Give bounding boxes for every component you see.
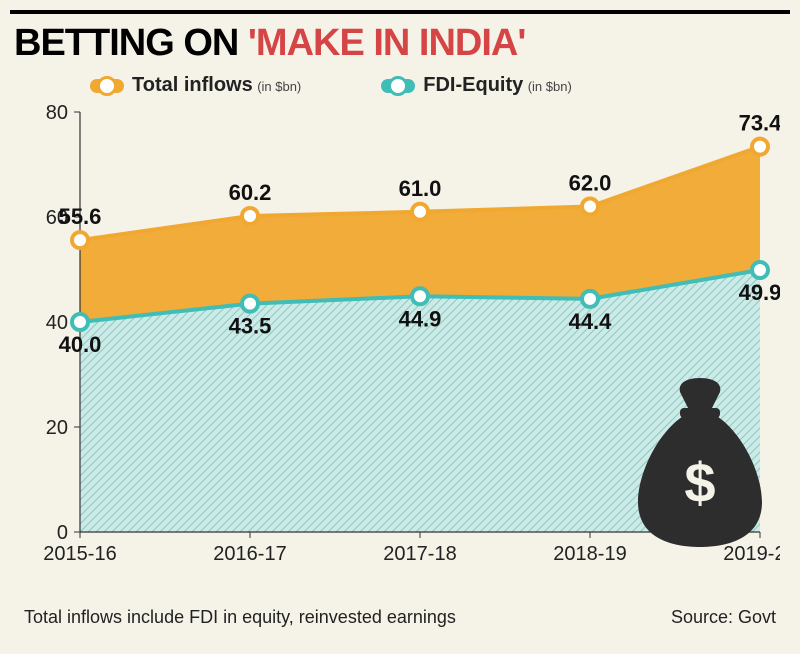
footnote: Total inflows include FDI in equity, rei… — [24, 607, 456, 628]
legend-marker-fdi — [381, 79, 415, 93]
svg-text:55.6: 55.6 — [59, 204, 102, 229]
svg-text:49.9: 49.9 — [739, 280, 780, 305]
svg-text:2016-17: 2016-17 — [213, 543, 286, 565]
legend-marker-total — [90, 79, 124, 93]
legend-item-fdi: FDI-Equity (in $bn) — [381, 74, 572, 97]
legend-sub: (in $bn) — [257, 79, 301, 94]
legend-text-total: Total inflows (in $bn) — [132, 74, 301, 97]
svg-text:2019-20: 2019-20 — [723, 543, 780, 565]
svg-text:20: 20 — [46, 417, 68, 439]
legend-text-fdi: FDI-Equity (in $bn) — [423, 74, 572, 97]
svg-text:40: 40 — [46, 312, 68, 334]
legend-sub: (in $bn) — [528, 79, 572, 94]
legend-label: FDI-Equity — [423, 74, 523, 96]
svg-text:$: $ — [684, 451, 715, 514]
chart: 02040608055.660.261.062.073.440.043.544.… — [20, 72, 780, 582]
headline: BETTING ON 'MAKE IN INDIA' — [10, 14, 790, 65]
svg-text:44.4: 44.4 — [569, 309, 613, 334]
headline-accent: 'MAKE IN INDIA' — [248, 22, 526, 64]
svg-text:2017-18: 2017-18 — [383, 543, 456, 565]
infographic-container: BETTING ON 'MAKE IN INDIA' Total inflows… — [10, 10, 790, 634]
legend-item-total: Total inflows (in $bn) — [90, 74, 301, 97]
svg-text:60.2: 60.2 — [229, 180, 272, 205]
legend-label: Total inflows — [132, 74, 253, 96]
svg-text:62.0: 62.0 — [569, 171, 612, 196]
legend: Total inflows (in $bn) FDI-Equity (in $b… — [90, 74, 572, 97]
svg-text:43.5: 43.5 — [229, 314, 272, 339]
source: Source: Govt — [671, 607, 776, 628]
svg-text:80: 80 — [46, 102, 68, 124]
chart-svg: 02040608055.660.261.062.073.440.043.544.… — [20, 72, 780, 582]
svg-text:61.0: 61.0 — [399, 176, 442, 201]
svg-text:0: 0 — [57, 522, 68, 544]
svg-text:2018-19: 2018-19 — [553, 543, 626, 565]
headline-prefix: BETTING ON — [14, 22, 248, 64]
svg-text:73.4: 73.4 — [739, 111, 780, 136]
svg-text:40.0: 40.0 — [59, 332, 102, 357]
svg-text:44.9: 44.9 — [399, 306, 442, 331]
svg-text:2015-16: 2015-16 — [43, 543, 116, 565]
